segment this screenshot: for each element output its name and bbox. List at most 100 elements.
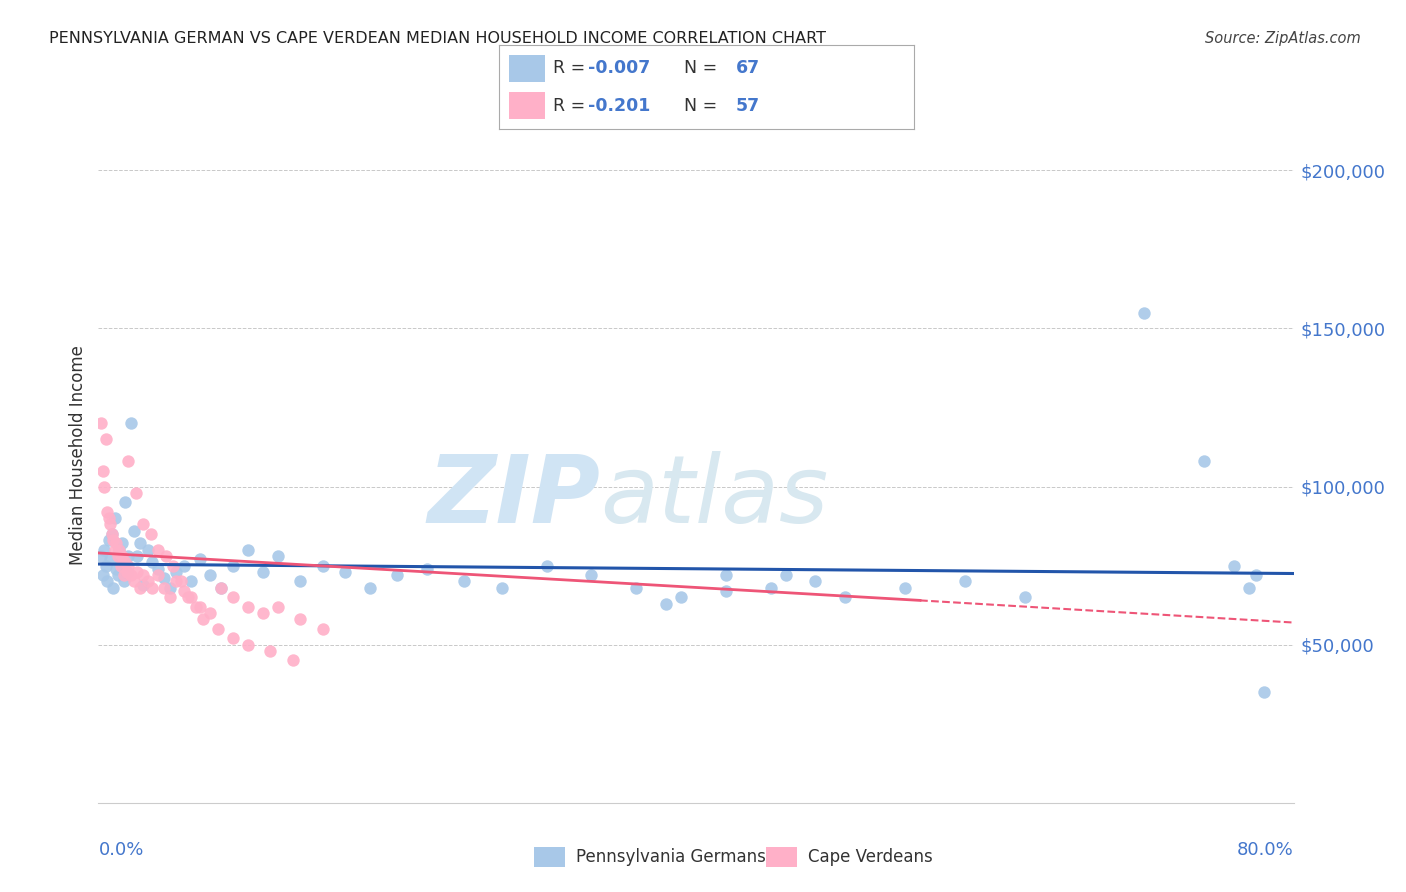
Point xyxy=(110,556,132,570)
Point xyxy=(165,574,187,589)
Point xyxy=(804,574,827,589)
Point xyxy=(1253,685,1275,699)
Point xyxy=(200,606,222,620)
Point xyxy=(953,574,976,589)
Point xyxy=(107,568,129,582)
Point xyxy=(236,638,259,652)
Point xyxy=(94,558,117,573)
Point xyxy=(96,574,118,589)
Point xyxy=(281,653,304,667)
Point xyxy=(108,542,131,557)
Point xyxy=(114,556,136,570)
Point xyxy=(124,524,146,538)
Point xyxy=(139,527,162,541)
Point xyxy=(416,562,439,576)
Point xyxy=(191,612,214,626)
Point xyxy=(115,565,138,579)
Point xyxy=(173,558,195,573)
Point xyxy=(103,533,125,548)
Point xyxy=(91,464,114,478)
Text: PENNSYLVANIA GERMAN VS CAPE VERDEAN MEDIAN HOUSEHOLD INCOME CORRELATION CHART: PENNSYLVANIA GERMAN VS CAPE VERDEAN MEDI… xyxy=(49,31,827,46)
Point xyxy=(104,511,127,525)
Point xyxy=(141,581,163,595)
Point xyxy=(177,591,200,605)
Point xyxy=(105,562,128,576)
Point xyxy=(165,565,187,579)
Point xyxy=(759,581,782,595)
Point xyxy=(148,542,170,557)
Text: 0.0%: 0.0% xyxy=(98,841,143,859)
Point xyxy=(105,536,128,550)
Point xyxy=(188,552,211,566)
Point xyxy=(127,565,149,579)
Point xyxy=(120,417,142,431)
Point xyxy=(100,517,122,532)
Point xyxy=(108,542,131,557)
Point xyxy=(333,565,356,579)
Text: R =: R = xyxy=(553,96,591,114)
Bar xyxy=(509,54,544,82)
Text: 67: 67 xyxy=(735,60,759,78)
Point xyxy=(132,568,155,582)
Point xyxy=(536,558,558,573)
Point xyxy=(159,581,181,595)
Point xyxy=(252,565,274,579)
Point xyxy=(259,644,281,658)
Point xyxy=(111,536,134,550)
Point xyxy=(236,542,259,557)
Point xyxy=(136,574,159,589)
Point xyxy=(97,511,120,525)
Point xyxy=(148,568,170,582)
Point xyxy=(96,505,118,519)
Text: ZIP: ZIP xyxy=(427,450,600,542)
Point xyxy=(162,558,184,573)
Point xyxy=(159,591,181,605)
Text: Pennsylvania Germans: Pennsylvania Germans xyxy=(576,848,766,866)
Text: R =: R = xyxy=(553,60,591,78)
Point xyxy=(207,622,229,636)
Point xyxy=(180,574,202,589)
Point xyxy=(209,581,232,595)
Point xyxy=(155,549,177,563)
Point xyxy=(200,568,222,582)
Point xyxy=(136,542,159,557)
Point xyxy=(311,622,333,636)
Point xyxy=(1014,591,1036,605)
Point xyxy=(125,486,148,500)
Point xyxy=(775,568,797,582)
Point xyxy=(153,581,176,595)
Text: 80.0%: 80.0% xyxy=(1237,841,1294,859)
Point xyxy=(236,599,259,614)
Point xyxy=(188,599,211,614)
Point xyxy=(209,581,232,595)
Point xyxy=(91,568,114,582)
Point xyxy=(581,568,603,582)
Point xyxy=(114,495,136,509)
Point xyxy=(110,558,132,573)
Text: Source: ZipAtlas.com: Source: ZipAtlas.com xyxy=(1205,31,1361,46)
Point xyxy=(127,549,149,563)
Point xyxy=(288,612,311,626)
Text: Cape Verdeans: Cape Verdeans xyxy=(808,848,934,866)
Point xyxy=(129,581,152,595)
Point xyxy=(252,606,274,620)
Point xyxy=(1237,581,1260,595)
Point xyxy=(222,558,245,573)
Point xyxy=(101,527,124,541)
Point xyxy=(655,597,678,611)
Point xyxy=(714,583,737,598)
Point xyxy=(90,417,112,431)
Point xyxy=(93,479,115,493)
Point xyxy=(153,571,176,585)
Y-axis label: Median Household Income: Median Household Income xyxy=(69,345,87,565)
Point xyxy=(1192,454,1215,468)
Text: atlas: atlas xyxy=(600,451,828,542)
Point xyxy=(103,581,125,595)
Point xyxy=(107,549,129,563)
Point xyxy=(669,591,692,605)
Point xyxy=(129,536,152,550)
Text: 57: 57 xyxy=(735,96,759,114)
Text: N =: N = xyxy=(673,96,723,114)
Point xyxy=(184,599,207,614)
Text: N =: N = xyxy=(673,60,723,78)
